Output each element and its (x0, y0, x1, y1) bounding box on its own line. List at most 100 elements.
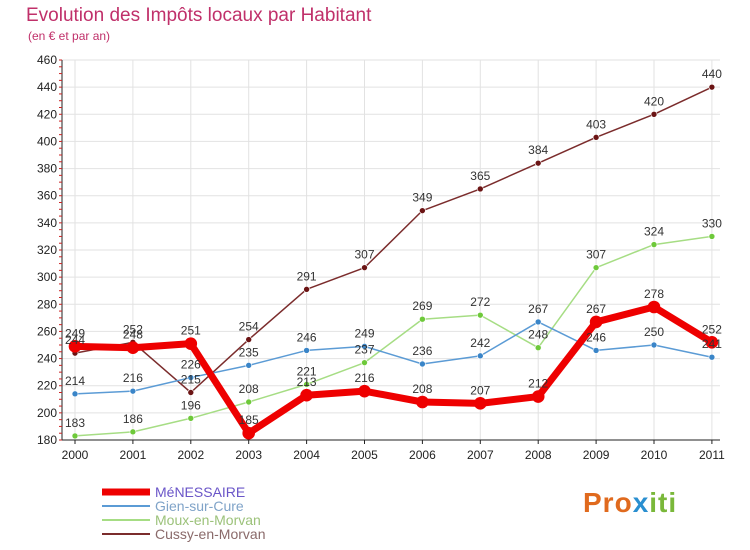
data-point (419, 315, 426, 323)
data-label: 250 (644, 325, 664, 339)
data-label: 221 (297, 364, 317, 378)
x-tick-label: 2001 (120, 448, 147, 462)
data-point (534, 318, 542, 326)
data-label: 237 (354, 343, 374, 357)
data-point (650, 110, 658, 118)
y-tick-label: 260 (37, 324, 57, 338)
data-label: 246 (586, 330, 606, 344)
data-label: 207 (470, 383, 490, 397)
x-tick-label: 2010 (641, 448, 668, 462)
y-tick-label: 380 (37, 162, 57, 176)
data-point (534, 159, 542, 167)
y-tick-label: 240 (37, 352, 57, 366)
data-point (129, 428, 137, 436)
y-tick-label: 180 (37, 433, 57, 447)
data-point (300, 388, 313, 402)
data-label: 248 (123, 328, 143, 342)
data-point (71, 432, 79, 440)
data-point (129, 387, 137, 395)
x-tick-label: 2011 (699, 448, 725, 462)
data-label: 242 (470, 336, 490, 350)
data-point (592, 264, 600, 271)
x-tick-label: 2008 (525, 448, 552, 462)
data-label: 249 (354, 326, 374, 340)
x-tick-label: 2004 (293, 448, 320, 462)
data-label: 291 (297, 269, 317, 283)
data-label: 241 (702, 337, 722, 351)
data-point (592, 347, 600, 354)
data-label: 307 (586, 248, 606, 262)
data-point (708, 353, 716, 361)
data-point (361, 343, 368, 350)
data-point (242, 426, 255, 440)
data-label: 214 (65, 374, 85, 388)
data-point (303, 381, 310, 388)
data-label: 252 (123, 322, 143, 336)
data-label: 244 (65, 333, 85, 347)
data-point (126, 341, 140, 355)
legend-label: Gien-sur-Cure (155, 498, 244, 514)
y-tick-label: 460 (37, 53, 57, 67)
legend-label: Moux-en-Morvan (155, 512, 261, 528)
series-line-3 (74, 86, 713, 394)
y-tick-label: 440 (37, 80, 57, 94)
y-tick-label: 280 (37, 297, 57, 311)
y-tick-label: 300 (37, 270, 57, 284)
data-label: 215 (181, 373, 201, 387)
data-label: 208 (412, 382, 432, 396)
data-point (708, 233, 716, 240)
chart-subtitle: (en € et par an) (28, 29, 111, 43)
data-label: 235 (239, 345, 259, 359)
data-point (184, 337, 198, 350)
data-label: 236 (412, 344, 432, 358)
data-label: 216 (123, 371, 143, 385)
y-tick-label: 360 (37, 189, 57, 203)
data-label: 324 (644, 225, 664, 239)
x-tick-label: 2002 (177, 448, 204, 462)
data-label: 186 (123, 412, 143, 426)
y-tick-label: 200 (37, 406, 57, 420)
data-label: 278 (644, 287, 664, 301)
data-point (187, 374, 195, 381)
data-point (245, 362, 252, 369)
data-label: 384 (528, 143, 548, 157)
data-point (245, 336, 252, 343)
data-point (358, 384, 371, 398)
y-tick-label: 320 (37, 243, 57, 257)
data-label: 349 (412, 191, 432, 205)
data-point (476, 352, 484, 360)
data-point (476, 185, 484, 193)
data-point (361, 264, 368, 271)
data-point (476, 311, 484, 319)
data-label: 208 (239, 382, 259, 396)
data-label: 246 (297, 330, 317, 344)
data-label: 185 (239, 413, 259, 427)
x-tick-label: 2003 (235, 448, 262, 462)
legend-label: MéNESSAIRE (155, 484, 245, 500)
data-point (647, 300, 661, 314)
data-label: 216 (354, 371, 374, 385)
data-point (531, 390, 545, 403)
data-label: 307 (354, 248, 374, 262)
data-label: 252 (702, 322, 722, 336)
data-label: 272 (470, 295, 490, 309)
series-line-2 (74, 235, 713, 437)
proxiti-logo: Proxiti (583, 487, 678, 518)
data-point (650, 341, 658, 349)
data-point (187, 414, 195, 422)
data-point (303, 286, 310, 293)
data-point (416, 395, 429, 409)
data-label: 249 (65, 326, 85, 340)
data-point (68, 340, 82, 353)
data-label: 248 (528, 328, 548, 342)
y-tick-label: 420 (37, 107, 57, 121)
data-label: 330 (702, 216, 722, 230)
y-tick-label: 220 (37, 379, 57, 393)
data-label: 251 (181, 324, 201, 338)
x-tick-label: 2009 (583, 448, 610, 462)
x-tick-label: 2000 (62, 448, 89, 462)
x-tick-label: 2006 (409, 448, 436, 462)
data-point (650, 241, 658, 248)
data-label: 420 (644, 94, 664, 108)
x-tick-label: 2005 (351, 448, 378, 462)
